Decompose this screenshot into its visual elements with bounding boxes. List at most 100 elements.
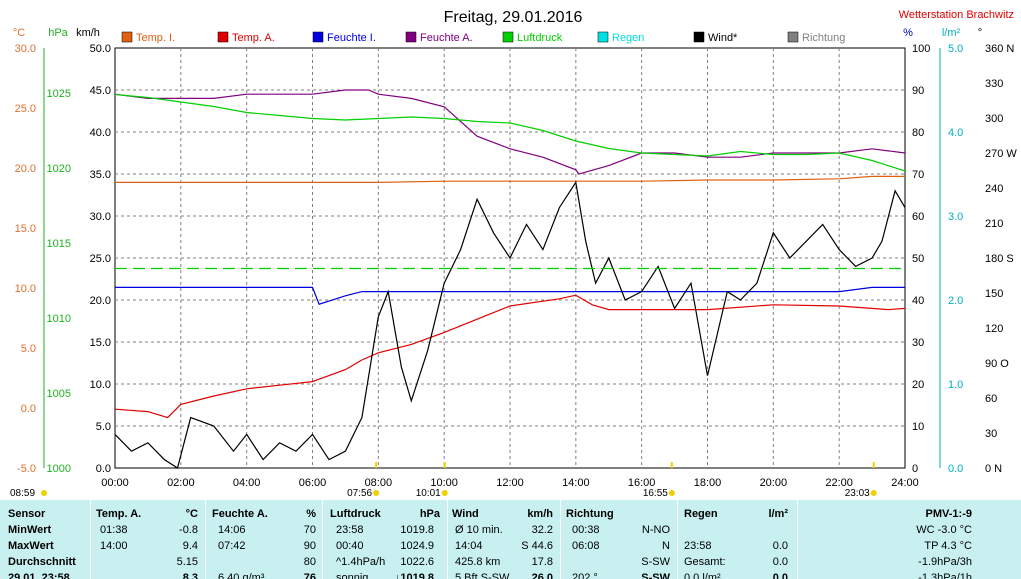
- table-cell: 00:40: [336, 540, 364, 552]
- table-cell: 0.0: [772, 540, 788, 552]
- pressure-tick-label: 1025: [47, 88, 71, 100]
- x-tick-label: 24:00: [891, 477, 919, 489]
- table-cell: 01:38: [100, 524, 128, 536]
- rain-tick-label: 1.0: [948, 379, 963, 391]
- direction-tick-label: 180 S: [985, 253, 1014, 265]
- temp-tick-label: 20.0: [15, 163, 36, 175]
- table-cell: Ø 10 min.: [455, 524, 503, 536]
- x-tick-label: 06:00: [299, 477, 327, 489]
- humidity-tick-label: 10: [912, 421, 924, 433]
- wind-tick-label: 45.0: [90, 85, 111, 97]
- direction-tick-label: 210: [985, 218, 1003, 230]
- table-cell: 0.0: [772, 556, 788, 568]
- humidity-tick-label: 70: [912, 169, 924, 181]
- legend-swatch: [502, 31, 514, 43]
- x-tick-label: 10:00: [430, 477, 458, 489]
- axis-unit-labels: °C hPa km/h% l/m² °: [13, 27, 982, 39]
- row-label: 29.01. 23:58: [8, 572, 70, 579]
- chart-legend: Temp. I. Temp. A. Feuchte I. Feuchte A. Luft…: [121, 31, 845, 44]
- table-cell: 425.8 km: [455, 556, 501, 568]
- legend-label: Wind*: [708, 32, 738, 44]
- temp-tick-label: 25.0: [15, 103, 36, 115]
- legend-swatch: [787, 31, 799, 43]
- direction-tick-label: 270 W: [985, 148, 1017, 160]
- table-header: %: [306, 508, 316, 520]
- table-cell: 0.0 l/m²: [684, 572, 721, 579]
- pressure-tick-label: 1010: [47, 313, 71, 325]
- table-cell: N-NO: [641, 524, 670, 536]
- table-cell: ↓1019.8: [394, 572, 434, 579]
- series-line-wind: [114, 180, 906, 469]
- table-cell: S-SW: [641, 556, 670, 568]
- table-header: PMV-1:-9: [925, 508, 972, 520]
- marker-label: 08:59: [10, 488, 35, 499]
- table-cell: 17.8: [531, 556, 553, 568]
- axis-tick-labels: 00:00 02:00 04:00 06:00 08:00 10:00 12:00 14:00…: [15, 43, 1018, 489]
- wind-tick-label: 15.0: [90, 337, 111, 349]
- wind-tick-label: 50.0: [90, 43, 111, 55]
- table-column-separator: [205, 500, 206, 579]
- wind-tick-label: 35.0: [90, 169, 111, 181]
- temp-tick-label: 15.0: [15, 223, 36, 235]
- chart-title: Freitag, 29.01.2016: [444, 9, 583, 26]
- legend-label: Luftdruck: [517, 32, 563, 44]
- legend-swatch: [597, 31, 609, 43]
- table-header: Sensor: [8, 508, 46, 520]
- table-header: Feuchte A.: [212, 508, 268, 520]
- x-tick-label: 04:00: [233, 477, 261, 489]
- legend-swatch: [405, 31, 417, 43]
- row-label: MaxWert: [8, 540, 54, 552]
- table-header: Temp. A.: [96, 508, 142, 520]
- table-column-separator: [447, 500, 448, 579]
- table-cell: 14:00: [100, 540, 128, 552]
- axis-unit: %: [903, 27, 913, 39]
- legend-label: Richtung: [802, 32, 845, 44]
- table-header: Wind: [452, 508, 479, 520]
- humidity-tick-label: 0: [912, 463, 918, 475]
- table-cell: 76: [303, 572, 316, 579]
- table-cell: 80: [303, 556, 316, 568]
- legend-label: Temp. A.: [232, 32, 275, 44]
- direction-tick-label: 0 N: [985, 463, 1002, 475]
- table-header: °C: [185, 508, 198, 520]
- table-cell: -0.8: [179, 524, 198, 536]
- series-line-luftdruck: [114, 93, 906, 172]
- humidity-tick-label: 20: [912, 379, 924, 391]
- rain-tick-label: 5.0: [948, 43, 963, 55]
- station-name: Wetterstation Brachwitz: [899, 9, 1014, 21]
- marker-dot: [441, 490, 448, 496]
- legend-swatch: [312, 31, 324, 43]
- wind-tick-label: 20.0: [90, 295, 111, 307]
- table-header: hPa: [419, 508, 440, 520]
- direction-tick-label: 60: [985, 393, 997, 405]
- wind-tick-label: 30.0: [90, 211, 111, 223]
- table-cell: 8.3: [182, 572, 198, 579]
- series-line-feuchte-a: [114, 89, 906, 175]
- table-column-separator: [560, 500, 561, 579]
- legend-label: Feuchte I.: [327, 32, 376, 44]
- x-tick-label: 14:00: [562, 477, 590, 489]
- time-markers: 08:59 07:56 10:01 16:55 23:03: [10, 462, 877, 499]
- table-cell: 32.2: [531, 524, 553, 536]
- direction-tick-label: 150: [985, 288, 1003, 300]
- legend-label: Feuchte A.: [420, 32, 473, 44]
- marker-label: 23:03: [845, 488, 870, 499]
- grid-lines: [115, 48, 905, 468]
- pressure-tick-label: 1015: [47, 238, 71, 250]
- table-cell: 07:42: [218, 540, 246, 552]
- table-cell: ^1.4hPa/h: [336, 556, 386, 568]
- table-cell: sonnig: [336, 572, 369, 579]
- table-header: Regen: [684, 508, 718, 520]
- marker-dot: [373, 490, 380, 496]
- pressure-tick-label: 1020: [47, 163, 71, 175]
- table-cell: Gesamt:: [684, 556, 726, 568]
- direction-tick-label: 30: [985, 428, 997, 440]
- table-cell: N: [662, 540, 670, 552]
- x-tick-label: 20:00: [760, 477, 788, 489]
- table-cell: -1.3hPa/1h: [918, 572, 972, 579]
- row-label: Durchschnitt: [8, 556, 76, 568]
- table-cell: 6.40 g/m³: [218, 572, 265, 579]
- axis-unit: °C: [13, 27, 25, 39]
- direction-tick-label: 90 O: [985, 358, 1009, 370]
- table-cell: 00:38: [572, 524, 600, 536]
